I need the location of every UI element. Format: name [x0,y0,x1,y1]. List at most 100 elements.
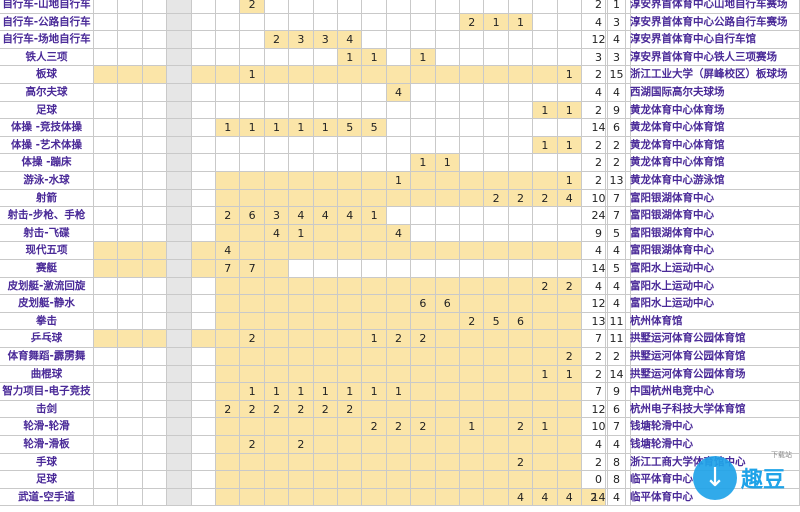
day-cell [240,31,265,49]
venue-cell: 富阳银湖体育中心 [626,189,800,208]
day-cell [289,84,314,102]
day-cell [533,13,558,32]
day-cell [338,453,363,472]
day-cell [118,471,143,489]
events-count-cell: 9 [608,383,626,401]
table-row: 轮滑-滑板 2 2 4 4 钱塘轮滑中心 [0,436,800,454]
gold-medal-total-cell: 2 [590,172,608,190]
sport-name-cell: 自行车-场地自行车 [0,31,94,49]
events-count-cell: 4 [608,31,626,49]
events-count-cell: 1 [608,0,626,14]
events-count-cell: 7 [608,207,626,225]
day-cell: 2 [508,418,534,436]
day-cell: 1 [411,154,436,172]
day-cell [386,471,412,489]
day-cell [386,400,412,419]
day-cell [118,330,143,348]
day-cell [94,260,119,278]
day-cell [435,48,460,67]
day-cell [142,136,168,155]
day-cell [191,101,216,120]
gold-medal-total-cell: 10 [590,418,608,436]
venue-cell: 富阳银湖体育中心 [626,242,800,260]
day-cell [557,312,582,331]
day-cell [191,365,216,384]
day-cell [411,224,436,243]
day-cell [142,365,168,384]
day-cell: 1 [264,383,290,401]
day-cell [118,207,143,225]
logo-text: 趣豆 [741,468,786,493]
day-cell: 2 [508,453,534,472]
day-cell [118,31,143,49]
day-cell [240,295,265,313]
day-cell [216,330,241,348]
gold-medal-total-cell: 2 [590,101,608,120]
day-cell [460,66,485,84]
day-cell [142,330,168,348]
day-cell [338,242,363,260]
day-cell [557,154,582,172]
day-cell [191,295,216,313]
logo-bubble [693,456,737,500]
day-cell: 6 [240,207,265,225]
day-cell [94,207,119,225]
day-cell [94,418,119,436]
day-cell [167,31,192,49]
download-arrow-icon: ↓ [704,463,726,493]
day-cell [142,383,168,401]
day-cell [557,471,582,489]
day-cell [362,260,387,278]
day-cell [216,48,241,67]
day-cell [216,66,241,84]
day-cell [313,260,338,278]
day-cell [264,488,290,507]
day-cell [142,0,168,14]
table-row: 自行车-场地自行车 2 3 3 4 12 4 淳安界首体育中心自行车馆 [0,31,800,49]
day-cell [94,365,119,384]
day-cell [338,471,363,489]
day-cell [411,453,436,472]
day-cell [557,207,582,225]
day-cell [484,0,509,14]
day-cell: 2 [533,189,558,208]
venue-cell: 拱墅运河体育公园体育馆 [626,348,800,366]
day-cell [508,154,534,172]
day-cell: 1 [362,207,387,225]
day-cell [460,119,485,137]
sport-name-cell: 射击-飞碟 [0,224,94,243]
day-cell [508,383,534,401]
day-cell [411,348,436,366]
gold-medal-total-cell: 14 [590,119,608,137]
day-cell [142,224,168,243]
day-cell [289,348,314,366]
day-cell [264,330,290,348]
table-row: 足球 1 1 2 9 黄龙体育中心体育场 [0,101,800,120]
day-cell [313,172,338,190]
day-cell [460,48,485,67]
day-cell [191,312,216,331]
table-row: 游泳-水球 1 1 2 13 黄龙体育中心游泳馆 [0,172,800,190]
day-cell [411,312,436,331]
day-cell [216,453,241,472]
sport-name-cell: 击剑 [0,400,94,419]
day-cell [460,172,485,190]
day-cell [484,471,509,489]
day-cell [240,488,265,507]
day-cell [167,453,192,472]
day-cell [557,260,582,278]
day-cell [484,277,509,296]
day-cell [411,400,436,419]
day-cell [435,418,460,436]
day-cell: 1 [435,154,460,172]
venue-cell: 富阳水上运动中心 [626,260,800,278]
day-cell [94,348,119,366]
day-cell [264,101,290,120]
day-cell [362,295,387,313]
events-count-cell: 2 [608,136,626,155]
day-cell [313,295,338,313]
day-cell [264,471,290,489]
table-row: 板球 1 1 2 15 浙江工业大学（屏峰校区）板球场 [0,66,800,84]
sport-name-cell: 拳击 [0,312,94,331]
day-cell [142,260,168,278]
